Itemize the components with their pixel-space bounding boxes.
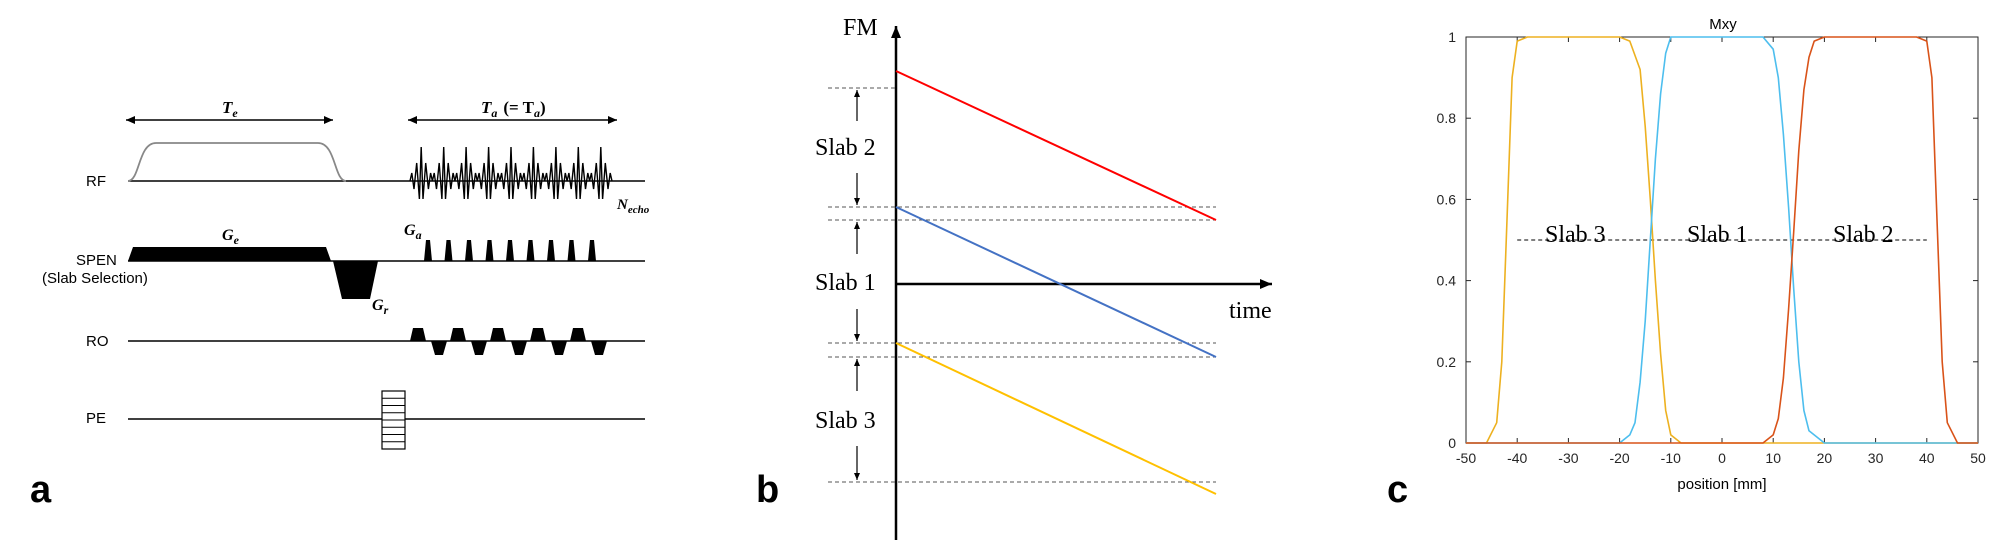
x-tick-label: -50: [1456, 450, 1476, 466]
x-tick-label: -30: [1558, 450, 1578, 466]
rf-echo-train: [409, 146, 613, 200]
slab-3-frequency-line: [895, 342, 1217, 495]
ga-label: Ga: [404, 222, 422, 242]
y-tick-label: 0.8: [1437, 110, 1457, 126]
slab-guides: [828, 87, 1216, 483]
ga-blip: [424, 240, 432, 261]
spen-row-sublabel: (Slab Selection): [42, 270, 148, 287]
slab-1-label: Slab 1: [815, 270, 876, 296]
ga-blip: [444, 240, 453, 261]
ro-gradient-train: [410, 328, 612, 355]
ro-row-label: RO: [86, 333, 109, 350]
profile-curve-1: [1466, 36, 1978, 444]
x-tick-label: 50: [1970, 450, 1986, 466]
label-bg: [812, 400, 892, 438]
chart-title: Mxy: [1709, 16, 1737, 33]
ga-blip: [567, 240, 576, 261]
slab-3-label: Slab 3: [815, 408, 876, 434]
x-tick-label: 0: [1718, 450, 1726, 466]
y-tick-label: 0.2: [1437, 354, 1457, 370]
n-echo-label: Necho: [616, 197, 650, 216]
rf-excitation-pulse: [127, 142, 347, 182]
x-tick-label: -10: [1661, 450, 1681, 466]
panel-b-letter: b: [756, 469, 779, 511]
panel-b: b FM time Slab 2 Slab 1 Sla: [756, 15, 1272, 540]
panel-a-letter: a: [30, 469, 52, 511]
slab-1-frequency-line: [895, 206, 1217, 358]
pe-row-label: PE: [86, 410, 106, 427]
y-tick-label: 1: [1448, 29, 1456, 45]
time-axis-label: time: [1229, 298, 1272, 324]
x-axis-label: position [mm]: [1677, 476, 1766, 493]
y-tick-label: 0.4: [1437, 273, 1457, 289]
profile-curve-3: [1466, 36, 1978, 444]
x-tick-label: 30: [1868, 450, 1884, 466]
x-tick-label: 40: [1919, 450, 1935, 466]
slab-1-annotation: Slab 1: [1687, 222, 1748, 248]
panel-c-letter: c: [1387, 469, 1408, 511]
slab-2-annotation: Slab 2: [1833, 222, 1894, 248]
pe-phase-table: [381, 390, 406, 450]
slab-2-label: Slab 2: [815, 135, 876, 161]
y-tick-label: 0: [1448, 435, 1456, 451]
gr-label: Gr: [372, 297, 389, 317]
ga-blip: [588, 240, 596, 261]
label-bg: [812, 262, 892, 300]
panel-a: a Te Ta (= Ta) RF Necho SPEN (Slab Select…: [30, 98, 650, 511]
x-tick-label: -40: [1507, 450, 1527, 466]
slab-3-annotation: Slab 3: [1545, 222, 1606, 248]
profile-curve-2: [1466, 36, 1978, 444]
ga-blip: [547, 240, 555, 261]
gr-refocus-gradient: [333, 261, 378, 299]
axis-ticks: -50 -40 -30 -20 -10 0 10 20 30 40 50 0 0.2 0.4 0.6 0.8 1: [1437, 29, 1986, 466]
ge-label: Ge: [222, 227, 240, 247]
spen-row-label: SPEN: [76, 252, 117, 269]
panel-c: c Mxy -50 -40 -30 -20 -10 0 10 20 30 40 50 0 0.2 0.4 0…: [1387, 16, 1986, 511]
te-label: Te: [222, 98, 238, 120]
x-tick-label: 20: [1817, 450, 1833, 466]
ga-blip: [465, 240, 473, 261]
x-tick-label: 10: [1765, 450, 1781, 466]
ga-blip-train: [424, 240, 596, 261]
label-bg: [812, 128, 892, 166]
fm-axis-label: FM: [843, 15, 878, 41]
rf-row-label: RF: [86, 173, 106, 190]
ge-encoding-gradient: [128, 247, 331, 261]
y-tick-label: 0.6: [1437, 191, 1457, 207]
profile-curves: [1466, 36, 1978, 444]
ga-blip: [506, 240, 514, 261]
ga-blip: [526, 240, 535, 261]
ga-blip: [485, 240, 494, 261]
ta-label: Ta (= Ta): [481, 98, 546, 120]
slab-2-frequency-line: [895, 70, 1217, 221]
x-tick-label: -20: [1609, 450, 1629, 466]
